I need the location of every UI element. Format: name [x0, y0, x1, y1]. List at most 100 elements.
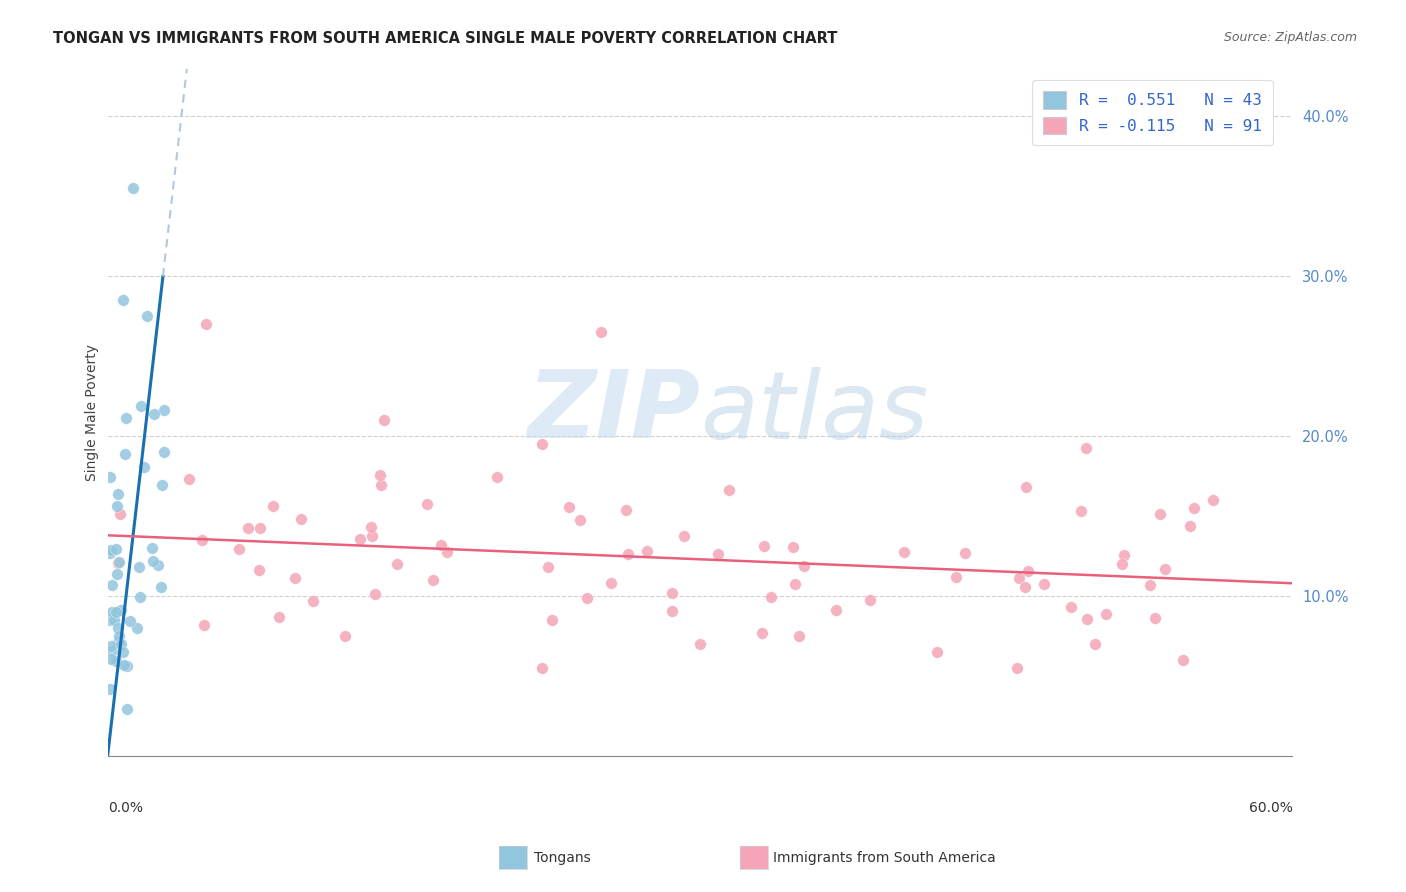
Point: [422, 573, 444, 587]
Point: [129, 591, 152, 605]
Text: Immigrants from South America: Immigrants from South America: [773, 851, 995, 865]
Point: [945, 570, 967, 584]
Point: [129, 399, 152, 413]
Point: [689, 637, 711, 651]
Point: [955, 546, 977, 560]
Point: [134, 460, 156, 475]
Text: Tongans: Tongans: [534, 851, 591, 865]
Point: [100, 578, 122, 592]
Text: Source: ZipAtlas.com: Source: ZipAtlas.com: [1223, 31, 1357, 45]
Point: [1014, 580, 1036, 594]
Point: [1084, 637, 1107, 651]
Point: [112, 645, 135, 659]
Point: [262, 499, 284, 513]
Point: [142, 408, 165, 422]
Point: [107, 621, 129, 635]
Point: [1070, 504, 1092, 518]
Point: [269, 609, 291, 624]
Point: [531, 661, 554, 675]
Point: [436, 545, 458, 559]
Point: [195, 318, 218, 332]
Legend: R =  0.551   N = 43, R = -0.115   N = 91: R = 0.551 N = 43, R = -0.115 N = 91: [1032, 80, 1272, 145]
Point: [568, 513, 591, 527]
Point: [1032, 577, 1054, 591]
Point: [108, 629, 131, 643]
Point: [107, 556, 129, 570]
Point: [752, 539, 775, 553]
Point: [1008, 571, 1031, 585]
Point: [541, 613, 564, 627]
Point: [600, 576, 623, 591]
Point: [1112, 548, 1135, 562]
Point: [191, 533, 214, 547]
Point: [349, 532, 371, 546]
Point: [153, 403, 176, 417]
Point: [127, 621, 149, 635]
Point: [1111, 557, 1133, 571]
Point: [302, 594, 325, 608]
Point: [531, 437, 554, 451]
Point: [284, 571, 307, 585]
Point: [558, 500, 581, 514]
Point: [661, 586, 683, 600]
Point: [616, 503, 638, 517]
Point: [101, 644, 124, 658]
Point: [636, 543, 658, 558]
Point: [100, 543, 122, 558]
Point: [100, 652, 122, 666]
Point: [100, 681, 122, 696]
Point: [1139, 578, 1161, 592]
Point: [751, 625, 773, 640]
Point: [118, 614, 141, 628]
Point: [787, 629, 810, 643]
Point: [893, 545, 915, 559]
Point: [360, 520, 382, 534]
Point: [1015, 480, 1038, 494]
Point: [112, 293, 135, 308]
Point: [100, 605, 122, 619]
Point: [104, 605, 127, 619]
Point: [148, 558, 170, 573]
Point: [110, 637, 132, 651]
Point: [115, 410, 138, 425]
Point: [115, 702, 138, 716]
Point: [238, 520, 260, 534]
Point: [141, 541, 163, 555]
Point: [368, 468, 391, 483]
Point: [1076, 441, 1098, 455]
Point: [193, 617, 215, 632]
Point: [98, 546, 121, 560]
Point: [150, 580, 173, 594]
Point: [364, 587, 387, 601]
Point: [793, 558, 815, 573]
Point: [1154, 562, 1177, 576]
Point: [100, 469, 122, 483]
Point: [1202, 493, 1225, 508]
Point: [290, 512, 312, 526]
Point: [1076, 612, 1098, 626]
Text: atlas: atlas: [700, 367, 928, 458]
Point: [128, 560, 150, 574]
Point: [333, 629, 356, 643]
Point: [1144, 610, 1167, 624]
Point: [110, 602, 132, 616]
Point: [1005, 661, 1028, 675]
Point: [107, 486, 129, 500]
Point: [177, 472, 200, 486]
Point: [105, 567, 128, 582]
Point: [782, 540, 804, 554]
Point: [591, 326, 613, 340]
Point: [103, 613, 125, 627]
Point: [107, 500, 129, 514]
Point: [150, 478, 173, 492]
Text: TONGAN VS IMMIGRANTS FROM SOUTH AMERICA SINGLE MALE POVERTY CORRELATION CHART: TONGAN VS IMMIGRANTS FROM SOUTH AMERICA …: [53, 31, 838, 46]
Point: [486, 470, 509, 484]
Point: [429, 538, 451, 552]
Point: [825, 603, 848, 617]
Point: [112, 657, 135, 672]
Point: [107, 635, 129, 649]
Point: [152, 444, 174, 458]
Point: [858, 593, 880, 607]
Point: [114, 447, 136, 461]
Point: [136, 310, 159, 324]
